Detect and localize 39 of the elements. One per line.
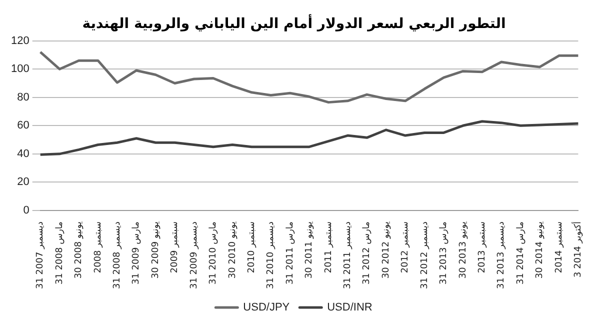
- x-tick-label: سبتمبر 2010: [246, 221, 257, 274]
- y-tick-label: 0: [23, 204, 30, 217]
- x-tick-label: 31 مارس 2012: [362, 221, 372, 284]
- y-tick-label: 40: [17, 148, 30, 160]
- x-tick-label: سبتمبر 2009: [170, 221, 180, 274]
- x-tick-label: 31 ديسمبر 2011: [343, 221, 354, 290]
- x-tick-label: سبتمبر 2013: [478, 221, 488, 274]
- y-tick-label: 20: [17, 176, 30, 188]
- x-tick-label: 31 ديسمبر 2013: [496, 221, 507, 290]
- x-tick-label: 31 مارس 2008: [54, 221, 65, 284]
- x-tick-label: 31 مارس 2011: [285, 221, 296, 284]
- x-tick-label: 30 يونيو 2010: [228, 221, 238, 279]
- x-tick-label: 31 مارس 2013: [439, 221, 450, 284]
- x-tick-label: 30 يونيو 2012: [381, 221, 392, 279]
- x-tick-label: سبتمبر 2008: [93, 221, 104, 274]
- y-tick-label: 60: [17, 120, 30, 132]
- x-tick-label: 31 مارس 2014: [516, 221, 526, 284]
- x-tick-label: 31 ديسمبر 2007: [36, 221, 46, 290]
- x-tick-label: 30 يونيو 2014: [535, 221, 546, 279]
- chart-title: التطور الربعي لسعر الدولار أمام الين الياباني والروبية الهندية: [82, 14, 506, 32]
- x-tick-label: 31 ديسمبر 2008: [112, 221, 123, 290]
- x-tick-label: 30 يونيو 2011: [304, 221, 315, 279]
- legend-label: USD/JPY: [243, 302, 290, 314]
- x-tick-label: 31 مارس 2009: [132, 221, 142, 284]
- y-tick-label: 80: [17, 91, 30, 104]
- legend-label: USD/INR: [327, 302, 372, 314]
- x-tick-label: 30 يونيو 2013: [458, 221, 468, 279]
- x-tick-label: سبتمبر 2011: [324, 221, 334, 274]
- x-tick-label: سبتمبر 2012: [400, 221, 411, 274]
- x-tick-label: سبتمبر 2014: [554, 221, 564, 274]
- y-tick-label: 100: [10, 63, 30, 76]
- x-tick-label: 30 يونيو 2008: [74, 221, 84, 279]
- x-tick-label: 31 ديسمبر 2012: [420, 221, 430, 290]
- x-tick-label: 31 ديسمبر 2010: [266, 221, 276, 290]
- x-tick-label: 3 أكتوبر 2014: [572, 221, 584, 278]
- x-tick-label: 31 ديسمبر 2009: [189, 221, 200, 290]
- x-tick-label: 30 يونيو 2009: [150, 221, 161, 279]
- x-tick-label: 31 مارس 2010: [208, 221, 219, 284]
- y-tick-label: 120: [10, 34, 30, 47]
